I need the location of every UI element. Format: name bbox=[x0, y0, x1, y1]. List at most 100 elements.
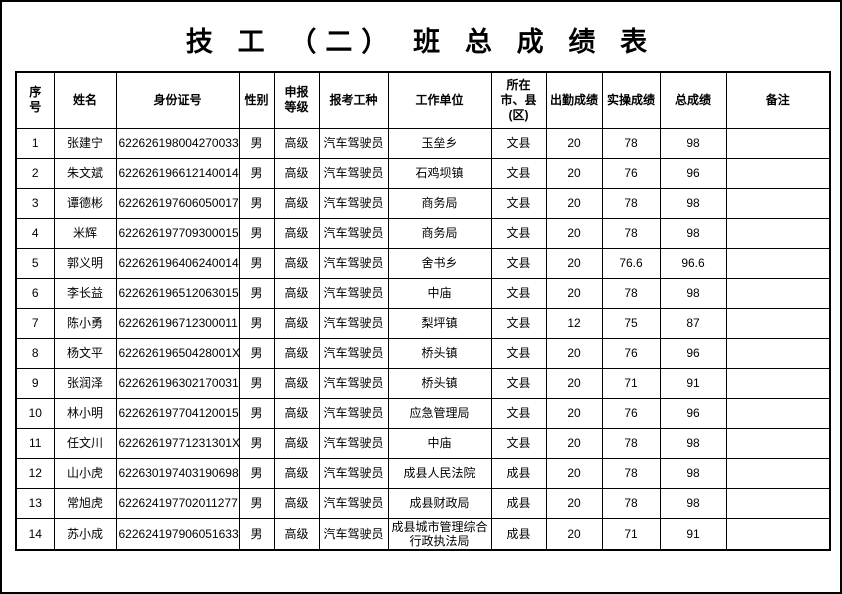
cell-work_unit: 成县财政局 bbox=[387, 487, 492, 519]
cell-total: 98 bbox=[659, 277, 727, 309]
cell-gender: 男 bbox=[238, 217, 275, 249]
cell-total: 98 bbox=[659, 487, 727, 519]
cell-total: 98 bbox=[659, 187, 727, 219]
cell-county: 成县 bbox=[490, 457, 547, 489]
cell-practical: 76 bbox=[601, 337, 661, 369]
cell-gender: 男 bbox=[238, 277, 275, 309]
cell-id_number: 622626196712300011 bbox=[115, 307, 240, 339]
cell-job_type: 汽车驾驶员 bbox=[318, 187, 389, 219]
table-row: 2 朱文斌 622626196612140014 男高级 汽车驾驶员 石鸡坝镇 文县 20 76… bbox=[15, 157, 831, 189]
cell-index: 3 bbox=[15, 187, 55, 219]
table-row: 9 张润泽 622626196302170031 男高级 汽车驾驶员 桥头镇 文县 20 71 9… bbox=[15, 367, 831, 399]
cell-gender: 男 bbox=[238, 337, 275, 369]
column-header-index: 序 号 bbox=[15, 71, 55, 129]
cell-index: 6 bbox=[15, 277, 55, 309]
cell-total: 98 bbox=[659, 217, 727, 249]
cell-job_type: 汽车驾驶员 bbox=[318, 217, 389, 249]
cell-remark bbox=[725, 247, 831, 279]
cell-attendance: 20 bbox=[545, 427, 603, 459]
cell-name: 张建宁 bbox=[53, 127, 117, 159]
cell-gender: 男 bbox=[238, 247, 275, 279]
cell-name: 林小明 bbox=[53, 397, 117, 429]
column-header-level: 申报 等级 bbox=[273, 71, 320, 129]
cell-work_unit: 梨坪镇 bbox=[387, 307, 492, 339]
cell-practical: 78 bbox=[601, 127, 661, 159]
table-row: 4 米辉 622626197709300015 男高级 汽车驾驶员 商务局 文县 20 78 98 bbox=[15, 217, 831, 249]
cell-job_type: 汽车驾驶员 bbox=[318, 127, 389, 159]
cell-total: 98 bbox=[659, 427, 727, 459]
cell-level: 高级 bbox=[273, 367, 320, 399]
cell-practical: 78 bbox=[601, 187, 661, 219]
cell-level: 高级 bbox=[273, 277, 320, 309]
score-table: 序 号姓名 身份证号 性别 申报 等级 报考工种 工作单位 所在 市、县 (区) 出勤成绩 实操… bbox=[15, 71, 831, 552]
cell-index: 4 bbox=[15, 217, 55, 249]
cell-index: 5 bbox=[15, 247, 55, 279]
cell-work_unit: 商务局 bbox=[387, 187, 492, 219]
table-header: 序 号姓名 身份证号 性别 申报 等级 报考工种 工作单位 所在 市、县 (区) 出勤成绩 实操… bbox=[15, 71, 831, 129]
cell-index: 1 bbox=[15, 127, 55, 159]
cell-job_type: 汽车驾驶员 bbox=[318, 427, 389, 459]
cell-attendance: 20 bbox=[545, 337, 603, 369]
cell-total: 96 bbox=[659, 337, 727, 369]
cell-practical: 78 bbox=[601, 277, 661, 309]
cell-job_type: 汽车驾驶员 bbox=[318, 277, 389, 309]
cell-attendance: 20 bbox=[545, 217, 603, 249]
cell-name: 朱文斌 bbox=[53, 157, 117, 189]
table-row: 14 苏小成 622624197906051633 男高级 汽车驾驶员 成县城市管理综合行… bbox=[15, 517, 831, 551]
table-row: 3 谭德彬 622626197606050017 男高级 汽车驾驶员 商务局 文县 20 78 9… bbox=[15, 187, 831, 219]
cell-level: 高级 bbox=[273, 127, 320, 159]
column-header-attendance: 出勤成绩 bbox=[545, 71, 603, 129]
cell-id_number: 622626196612140014 bbox=[115, 157, 240, 189]
cell-index: 7 bbox=[15, 307, 55, 339]
cell-job_type: 汽车驾驶员 bbox=[318, 337, 389, 369]
cell-level: 高级 bbox=[273, 457, 320, 489]
cell-gender: 男 bbox=[238, 397, 275, 429]
cell-name: 杨文平 bbox=[53, 337, 117, 369]
cell-attendance: 12 bbox=[545, 307, 603, 339]
cell-index: 14 bbox=[15, 517, 55, 551]
cell-index: 12 bbox=[15, 457, 55, 489]
cell-practical: 78 bbox=[601, 457, 661, 489]
cell-id_number: 622626197606050017 bbox=[115, 187, 240, 219]
cell-attendance: 20 bbox=[545, 487, 603, 519]
table-row: 10 林小明 622626197704120015 男高级 汽车驾驶员 应急管理局 文县 20… bbox=[15, 397, 831, 429]
cell-job_type: 汽车驾驶员 bbox=[318, 367, 389, 399]
cell-id_number: 622624197906051633 bbox=[115, 517, 240, 551]
cell-job_type: 汽车驾驶员 bbox=[318, 517, 389, 551]
cell-attendance: 20 bbox=[545, 397, 603, 429]
table-row: 1 张建宁 622626198004270033 男高级 汽车驾驶员 玉垒乡 文县 20 78 9… bbox=[15, 127, 831, 159]
cell-attendance: 20 bbox=[545, 157, 603, 189]
cell-name: 陈小勇 bbox=[53, 307, 117, 339]
cell-id_number: 622626196512063015 bbox=[115, 277, 240, 309]
cell-id_number: 62262619650428001X bbox=[115, 337, 240, 369]
cell-gender: 男 bbox=[238, 187, 275, 219]
column-header-id_number: 身份证号 bbox=[115, 71, 240, 129]
cell-practical: 71 bbox=[601, 517, 661, 551]
cell-name: 米辉 bbox=[53, 217, 117, 249]
cell-county: 文县 bbox=[490, 127, 547, 159]
cell-attendance: 20 bbox=[545, 127, 603, 159]
cell-gender: 男 bbox=[238, 307, 275, 339]
cell-level: 高级 bbox=[273, 337, 320, 369]
cell-practical: 76 bbox=[601, 397, 661, 429]
cell-index: 10 bbox=[15, 397, 55, 429]
cell-remark bbox=[725, 487, 831, 519]
cell-county: 文县 bbox=[490, 157, 547, 189]
cell-id_number: 622626197709300015 bbox=[115, 217, 240, 249]
column-header-county: 所在 市、县 (区) bbox=[490, 71, 547, 129]
cell-practical: 71 bbox=[601, 367, 661, 399]
cell-attendance: 20 bbox=[545, 367, 603, 399]
cell-work_unit: 中庙 bbox=[387, 277, 492, 309]
cell-work_unit: 中庙 bbox=[387, 427, 492, 459]
cell-level: 高级 bbox=[273, 307, 320, 339]
cell-county: 成县 bbox=[490, 487, 547, 519]
cell-total: 98 bbox=[659, 457, 727, 489]
cell-level: 高级 bbox=[273, 157, 320, 189]
cell-id_number: 622626197704120015 bbox=[115, 397, 240, 429]
cell-job_type: 汽车驾驶员 bbox=[318, 487, 389, 519]
cell-level: 高级 bbox=[273, 487, 320, 519]
cell-attendance: 20 bbox=[545, 247, 603, 279]
cell-job_type: 汽车驾驶员 bbox=[318, 157, 389, 189]
cell-remark bbox=[725, 127, 831, 159]
cell-total: 98 bbox=[659, 127, 727, 159]
